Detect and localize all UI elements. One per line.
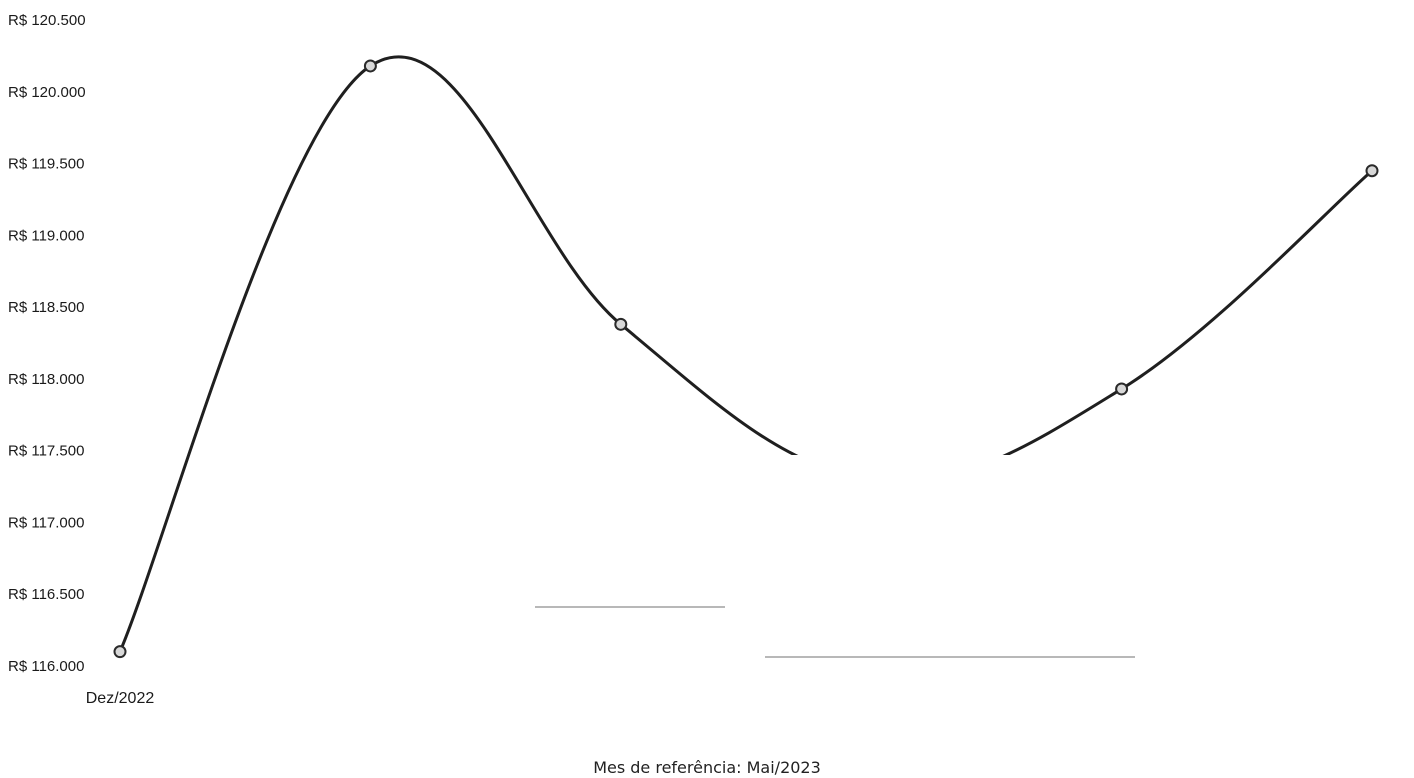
data-point [1365, 164, 1379, 178]
data-point [614, 317, 628, 331]
reference-month-label: Mes de referência: Mai/2023 [593, 758, 821, 777]
y-tick-label: R$ 116.500 [8, 586, 84, 603]
y-tick-label: R$ 120.000 [8, 84, 86, 101]
data-point [113, 645, 127, 659]
y-tick-label: R$ 119.500 [8, 156, 84, 173]
y-tick-label: R$ 117.500 [8, 443, 84, 460]
y-tick-label: R$ 116.000 [8, 658, 84, 675]
overlay-backdrop [275, 455, 1414, 755]
y-tick-label: R$ 119.000 [8, 227, 84, 244]
y-tick-label: R$ 118.500 [8, 299, 84, 316]
faded-overlay-panel [275, 455, 1414, 755]
y-tick-label: R$ 117.000 [8, 514, 84, 531]
y-tick-label: R$ 118.000 [8, 371, 84, 388]
data-point [1115, 382, 1129, 396]
series-line [118, 55, 1373, 653]
y-axis: R$ 120.500 R$ 120.000 R$ 119.500 R$ 119.000… [8, 12, 86, 675]
x-tick-label: Dez/2022 [86, 690, 155, 707]
data-point [363, 59, 377, 73]
y-tick-label: R$ 120.500 [8, 12, 86, 29]
